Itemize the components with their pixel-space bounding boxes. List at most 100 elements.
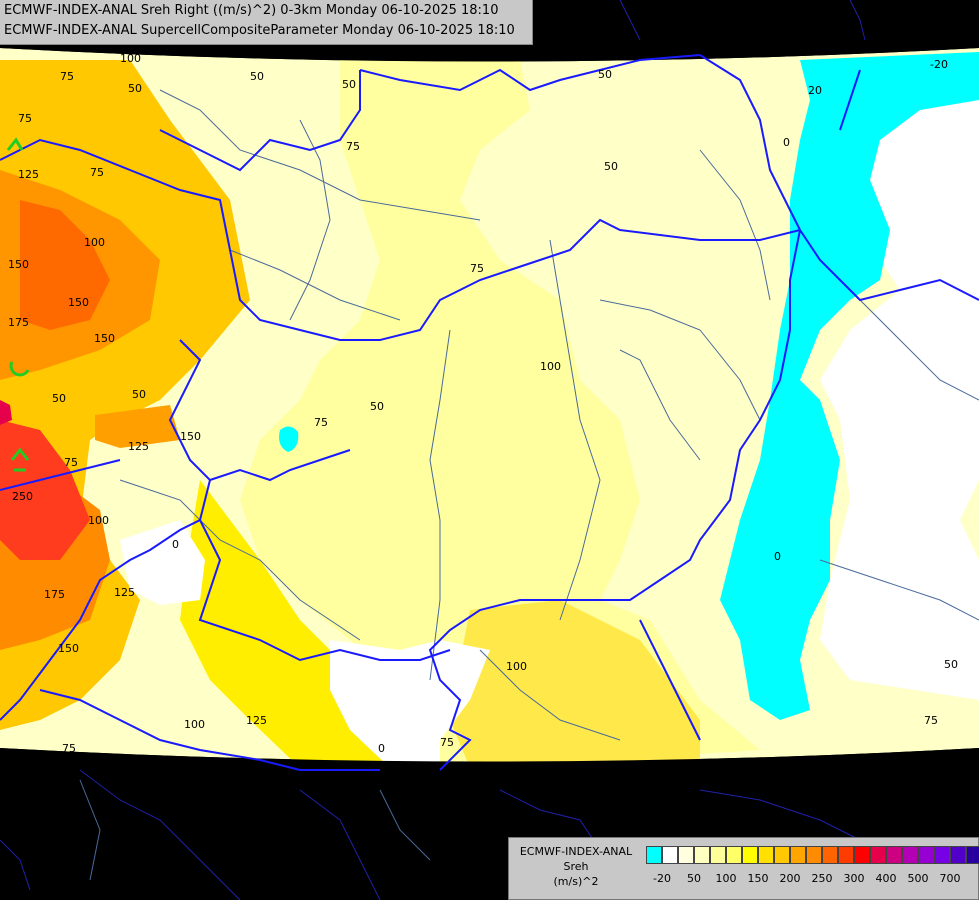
contour-label: 125: [128, 440, 149, 453]
legend-swatch: [950, 846, 966, 864]
contour-label: 100: [506, 660, 527, 673]
sreh-area-negative: [720, 52, 979, 720]
contour-label: 100: [184, 718, 205, 731]
legend-tick-label: 200: [779, 872, 801, 885]
contour-label: 175: [44, 588, 65, 601]
legend-swatch: [822, 846, 838, 864]
contour-label: 50: [128, 82, 142, 95]
legend-swatches: [646, 846, 979, 864]
contour-label: 75: [314, 416, 328, 429]
contour-label: 0: [783, 136, 790, 149]
contour-label: 50: [250, 70, 264, 83]
contour-label: 100: [88, 514, 109, 527]
sreh-band-300-plus: [0, 400, 12, 425]
legend-tick-label: 50: [687, 872, 701, 885]
legend-swatch: [678, 846, 694, 864]
legend-swatch: [662, 846, 678, 864]
marker-icon: [6, 137, 24, 151]
legend-ticks: -20 50 100 150 200 250 300 400 500 700: [646, 872, 976, 886]
scp-markers: [6, 137, 30, 472]
contour-label: 250: [12, 490, 33, 503]
legend-title-model: ECMWF-INDEX-ANAL: [519, 845, 633, 858]
title-box: ECMWF-INDEX-ANAL Sreh Right ((m/s)^2) 0-…: [0, 0, 533, 45]
legend-swatch: [774, 846, 790, 864]
contour-label: 20: [808, 84, 822, 97]
legend-tick-label: 500: [907, 872, 929, 885]
contour-label: 150: [180, 430, 201, 443]
marker-icon: [9, 361, 30, 377]
contour-label: 150: [94, 332, 115, 345]
legend-tick-label: 700: [939, 872, 961, 885]
contour-label: 75: [440, 736, 454, 749]
contour-label: 50: [52, 392, 66, 405]
sreh-area-below-0-south: [330, 640, 490, 768]
legend-tick-label: 300: [843, 872, 865, 885]
contour-label: 75: [64, 456, 78, 469]
legend-swatch: [790, 846, 806, 864]
country-borders: [0, 54, 979, 771]
legend-swatch: [854, 846, 870, 864]
legend-title-param: Sreh: [563, 860, 589, 873]
contour-label: 0: [172, 538, 179, 551]
sreh-area-below-0-west: [120, 520, 205, 605]
sreh-band-50-75: [240, 60, 760, 770]
contour-label: 125: [114, 586, 135, 599]
contour-label: 50: [342, 78, 356, 91]
marker-icon: [10, 447, 30, 472]
contour-label: 100: [540, 360, 561, 373]
contour-label: 50: [370, 400, 384, 413]
contour-label: 125: [18, 168, 39, 181]
contour-labels: 75 50 50 50 75 50 50 -20 20 0 75 75 100 …: [8, 52, 958, 755]
contour-label: 150: [58, 642, 79, 655]
legend-tick-label: -20: [653, 872, 671, 885]
contour-label: 50: [132, 388, 146, 401]
title-primary: ECMWF-INDEX-ANAL Sreh Right ((m/s)^2) 0-…: [4, 3, 499, 18]
contour-label: 75: [346, 140, 360, 153]
legend-swatch: [758, 846, 774, 864]
contour-label: 175: [8, 316, 29, 329]
contour-label: 75: [470, 262, 484, 275]
legend-swatch: [710, 846, 726, 864]
legend-swatch: [934, 846, 950, 864]
title-secondary: ECMWF-INDEX-ANAL SupercellCompositeParam…: [4, 23, 515, 38]
legend-swatch: [806, 846, 822, 864]
sreh-band-100-south: [450, 600, 700, 768]
legend-swatch: [966, 846, 979, 864]
legend-tick-label: 100: [715, 872, 737, 885]
contour-label: 75: [18, 112, 32, 125]
contour-label: 50: [604, 160, 618, 173]
legend-swatch: [742, 846, 758, 864]
legend-swatch: [838, 846, 854, 864]
legend-swatch: [902, 846, 918, 864]
legend-swatch: [694, 846, 710, 864]
contour-label: -20: [930, 58, 948, 71]
legend-title: ECMWF-INDEX-ANAL Sreh (m/s)^2: [511, 844, 641, 889]
contour-label: 125: [246, 714, 267, 727]
legend-swatch: [726, 846, 742, 864]
color-legend: ECMWF-INDEX-ANAL Sreh (m/s)^2 -20 50 100 15…: [508, 837, 979, 900]
legend-swatch: [886, 846, 902, 864]
contour-label: 150: [8, 258, 29, 271]
sreh-patch-125: [95, 405, 180, 448]
sreh-area-below-0-east: [820, 95, 979, 700]
contour-label: 50: [944, 658, 958, 671]
contour-label: 75: [90, 166, 104, 179]
contour-label: 0: [378, 742, 385, 755]
contour-label: 75: [924, 714, 938, 727]
contour-label: 75: [60, 70, 74, 83]
legend-swatch: [646, 846, 662, 864]
contour-label: 100: [120, 52, 141, 65]
legend-title-units: (m/s)^2: [553, 875, 599, 888]
rivers: [79, 89, 979, 881]
contour-label: 75: [62, 742, 76, 755]
contour-label: 50: [598, 68, 612, 81]
legend-swatch: [870, 846, 886, 864]
contour-label: 150: [68, 296, 89, 309]
sreh-area-negative-small: [279, 426, 299, 452]
legend-tick-label: 250: [811, 872, 833, 885]
outside-borders: [0, 0, 866, 900]
sreh-band-200-250-west: [20, 200, 110, 330]
legend-swatch: [918, 846, 934, 864]
legend-tick-label: 150: [747, 872, 769, 885]
